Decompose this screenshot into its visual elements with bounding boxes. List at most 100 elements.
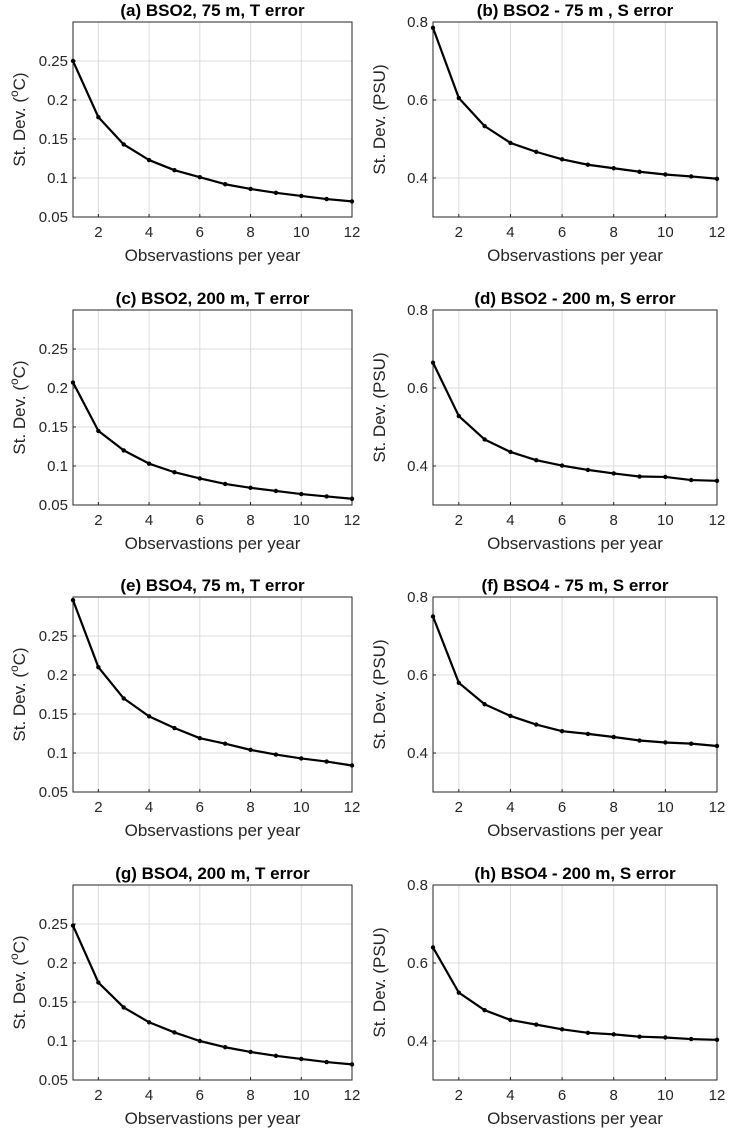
data-point <box>611 1032 616 1037</box>
data-line <box>71 60 353 203</box>
y-tick-label: 0.8 <box>407 302 428 319</box>
data-point <box>688 174 694 179</box>
y-label-text: C) <box>10 647 29 665</box>
x-tick-label: 8 <box>246 224 254 241</box>
x-tick-label: 6 <box>196 224 204 241</box>
subplot-title: (c) BSO2, 200 m, T error <box>116 289 310 308</box>
x-axis-label: Observastions per year <box>487 1109 663 1128</box>
x-tick-label: 10 <box>657 799 674 816</box>
data-point <box>534 1022 539 1027</box>
x-tick-label: 10 <box>293 224 310 241</box>
data-point <box>430 360 436 365</box>
data-point <box>248 186 253 192</box>
y-label-text: St. Dev. ( <box>10 385 29 455</box>
y-tick-label: 0.4 <box>407 1033 428 1050</box>
data-point <box>121 448 126 453</box>
y-tick-label: 0.8 <box>407 877 428 894</box>
data-point <box>248 747 253 753</box>
data-point <box>663 474 668 480</box>
data-point <box>482 1007 487 1013</box>
data-point <box>663 172 668 177</box>
x-axis-label: Observastions per year <box>487 821 663 840</box>
data-point <box>559 728 565 734</box>
x-tick-label: 2 <box>94 1087 102 1104</box>
x-tick-label: 8 <box>246 512 254 529</box>
data-point <box>611 734 616 740</box>
x-tick-label: 10 <box>657 224 674 241</box>
y-tick-label: 0.05 <box>39 1072 68 1089</box>
y-axis-label: St. Dev. (oC) <box>7 935 29 1029</box>
y-tick-label: 0.6 <box>407 380 428 397</box>
x-tick-label: 4 <box>145 224 153 241</box>
data-line <box>71 925 353 1066</box>
y-tick-label: 0.2 <box>47 380 68 397</box>
data-point <box>430 945 436 950</box>
data-point <box>534 149 539 155</box>
data-point <box>714 743 720 749</box>
x-tick-label: 4 <box>506 1087 514 1104</box>
data-line <box>431 616 718 748</box>
x-tick-label: 6 <box>558 799 566 816</box>
x-tick-label: 2 <box>455 512 463 529</box>
data-point <box>456 413 462 419</box>
subplot-g: 2 4 6 8 10 12 0.05 0.1 0.15 0.2 0.25 (g) BSO4, 200 … <box>7 864 360 1128</box>
axes-box <box>432 596 718 793</box>
x-axis-label: Observastions per year <box>487 534 663 553</box>
data-point <box>121 1005 126 1010</box>
x-tick-label: 4 <box>506 799 514 816</box>
data-point <box>430 614 436 619</box>
data-point <box>70 58 76 64</box>
x-tick-label: 2 <box>455 1087 463 1104</box>
data-point <box>688 741 694 746</box>
subplot-title: (a) BSO2, 75 m, T error <box>120 1 305 20</box>
x-tick-label: 6 <box>196 1087 204 1104</box>
data-point <box>299 193 304 199</box>
data-point <box>688 1036 694 1042</box>
x-tick-label: 8 <box>610 1087 618 1104</box>
data-point <box>121 142 126 147</box>
x-tick-label: 6 <box>196 799 204 816</box>
y-tick-label: 0.6 <box>407 955 428 972</box>
data-point <box>70 923 76 928</box>
subplot-h: 2 4 6 8 10 12 0.4 0.6 0.8 (h) BSO4 - 200 m, S err… <box>370 864 725 1128</box>
data-point <box>273 488 279 494</box>
y-label-text: St. Dev. (PSU) <box>370 927 389 1037</box>
data-point <box>559 463 565 468</box>
data-point <box>637 474 642 479</box>
x-tick-label: 12 <box>344 1087 361 1104</box>
data-point <box>430 25 436 31</box>
subplot-c: 2 4 6 8 10 12 0.05 0.1 0.15 0.2 0.25 (c) BSO2, 200 … <box>7 289 360 553</box>
data-point <box>456 680 462 685</box>
data-point <box>559 157 565 162</box>
y-tick-label: 0.4 <box>407 170 428 187</box>
data-point <box>96 428 101 434</box>
x-tick-label: 2 <box>94 799 102 816</box>
x-tick-label: 8 <box>610 224 618 241</box>
subplot-title: (e) BSO4, 75 m, T error <box>120 576 305 595</box>
data-point <box>324 494 329 499</box>
y-tick-label: 0.15 <box>39 131 68 148</box>
data-line <box>432 362 718 482</box>
x-tick-label: 6 <box>196 512 204 529</box>
data-point <box>585 162 591 167</box>
data-point <box>248 485 253 491</box>
data-point <box>663 1035 668 1040</box>
data-point <box>299 1056 304 1062</box>
y-axis-label: St. Dev. (PSU) <box>370 927 389 1037</box>
data-point <box>70 597 76 603</box>
y-tick-label: 0.6 <box>407 667 428 684</box>
x-tick-label: 12 <box>344 512 361 529</box>
subplot-title: (d) BSO2 - 200 m, S error <box>474 289 676 308</box>
data-point <box>172 725 177 731</box>
data-point <box>222 741 228 746</box>
y-tick-label: 0.05 <box>39 209 68 226</box>
data-point <box>146 1020 152 1025</box>
data-point <box>248 1049 253 1055</box>
data-point <box>324 759 329 764</box>
y-tick-label: 0.1 <box>47 458 68 475</box>
data-point <box>299 756 304 761</box>
data-point <box>611 166 616 171</box>
y-label-superscript: o <box>7 90 21 97</box>
data-point <box>482 123 487 129</box>
y-tick-label: 0.15 <box>39 994 68 1011</box>
